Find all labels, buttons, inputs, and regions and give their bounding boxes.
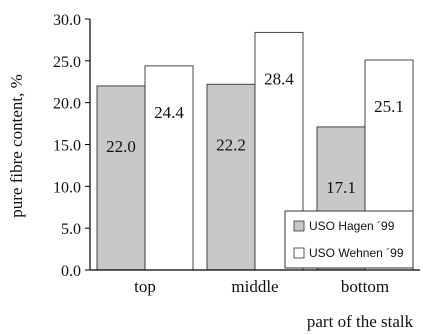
x-category-label: top: [134, 277, 156, 296]
y-tick-label: 10.0: [53, 179, 81, 196]
x-axis-label: part of the stalk: [307, 312, 414, 331]
x-category-label: middle: [231, 277, 278, 296]
bar-top-series-0: [96, 85, 146, 271]
y-tick-label: 20.0: [53, 96, 81, 113]
bar-middle-series-0: [206, 83, 256, 271]
bar-value-label: 24.4: [154, 103, 184, 122]
legend-box: [284, 210, 414, 269]
bar-top-series-1: [144, 65, 194, 271]
bar-value-label: 22.0: [106, 137, 136, 156]
legend-swatch-hagen: [293, 220, 305, 232]
y-tick-label: 25.0: [53, 54, 81, 71]
y-tick-label: 5.0: [61, 221, 81, 238]
legend-swatch-wehnen: [293, 247, 305, 259]
bar-value-label: 22.2: [216, 135, 246, 154]
y-tick-label: 15.0: [53, 138, 81, 155]
legend-label-wehnen: USO Wehnen ´99: [309, 246, 404, 260]
bar-value-labels: 22.0 24.4 22.2 28.4 17.1 25.1: [106, 69, 404, 197]
x-category-label: bottom: [341, 277, 389, 296]
y-tick-label: 30.0: [53, 12, 81, 29]
bar-value-label: 25.1: [374, 97, 404, 116]
x-axis-categories: top middle bottom: [134, 277, 389, 296]
bar-value-label: 28.4: [264, 69, 294, 88]
legend-label-hagen: USO Hagen ´99: [309, 219, 395, 233]
legend: USO Hagen ´99 USO Wehnen ´99: [284, 210, 414, 269]
y-tick-label: 0.0: [61, 263, 81, 280]
y-axis-ticks: 0.0 5.0 10.0 15.0 20.0 25.0 30.0: [53, 12, 90, 280]
bar-value-label: 17.1: [326, 178, 356, 197]
y-axis-label: pure fibre content, %: [7, 74, 26, 218]
